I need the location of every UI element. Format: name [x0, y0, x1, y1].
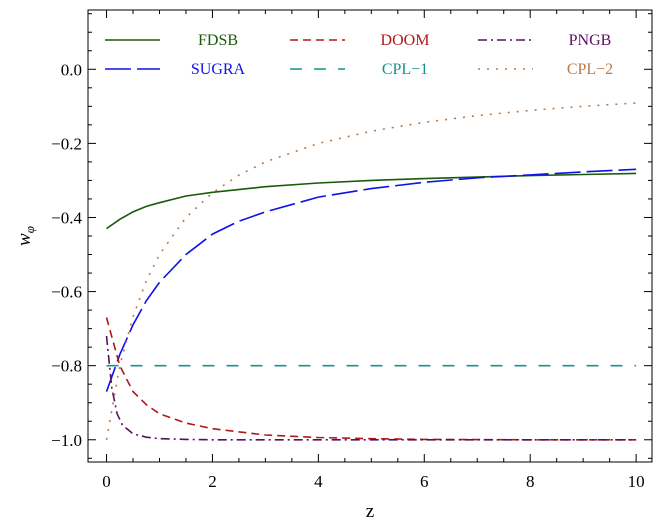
y-tick-label: −0.6: [51, 283, 82, 302]
x-tick-label: 6: [420, 472, 429, 491]
y-tick-label: −0.8: [51, 357, 82, 376]
legend-label-2: DOOM: [381, 32, 430, 49]
y-axis-label-main: w: [14, 233, 35, 246]
x-tick-label: 8: [526, 472, 535, 491]
series-layer: [105, 102, 637, 441]
series-line-0: [106, 172, 637, 230]
x-tick-label: 10: [628, 472, 645, 491]
y-axis-label-sub: φ: [22, 226, 37, 233]
series-line-4: [105, 335, 637, 441]
y-axis-label: wφ: [14, 226, 37, 246]
x-tick-label: 0: [102, 472, 111, 491]
y-tick-label: −0.4: [51, 208, 82, 227]
y-tick-label: −0.2: [51, 134, 82, 153]
legend: FDSB SUGRA DOOM CPL−1 PNGB CPL−2: [105, 32, 613, 78]
y-tick-label: −1.0: [51, 431, 82, 450]
legend-label-0: FDSB: [198, 32, 238, 49]
y-tick-label: 0.0: [61, 60, 82, 79]
legend-label-3: CPL−1: [382, 61, 428, 78]
x-tick-label: 2: [208, 472, 217, 491]
x-tick-label: 4: [314, 472, 323, 491]
legend-label-4: PNGB: [569, 32, 612, 49]
series-line-1: [105, 168, 637, 392]
series-line-5: [105, 102, 637, 440]
legend-label-1: SUGRA: [191, 61, 246, 78]
legend-label-5: CPL−2: [567, 61, 613, 78]
x-axis-label: z: [366, 501, 374, 522]
series-line-2: [105, 317, 637, 441]
ticks-layer: 0 2 4 6 8 10 0.0 −0.2 −0.4 −0.6 −0.8 −1.0: [51, 10, 652, 491]
